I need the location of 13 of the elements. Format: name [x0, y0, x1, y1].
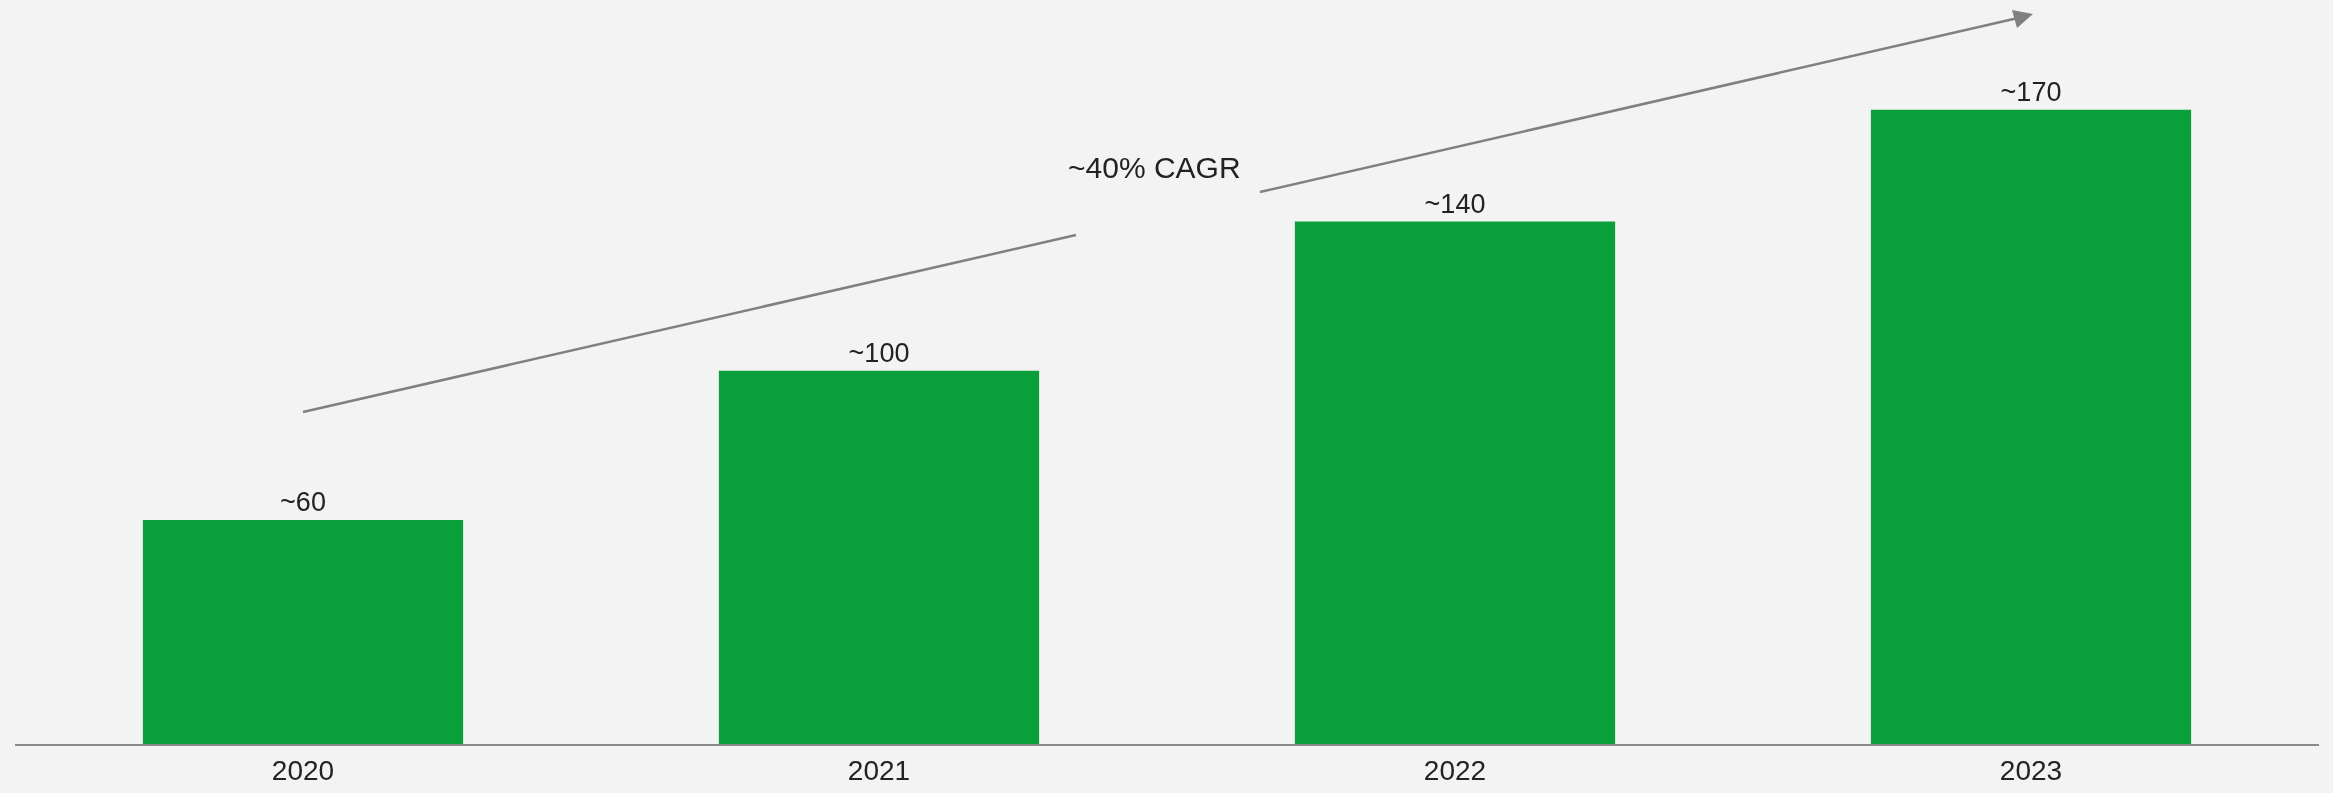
- bar: [718, 370, 1040, 744]
- x-tick-label: 2020: [271, 754, 335, 786]
- data-label: ~60: [280, 487, 326, 518]
- x-tick-label: 2022: [1423, 754, 1487, 786]
- data-label: ~100: [848, 337, 910, 368]
- data-label: ~170: [2000, 76, 2062, 107]
- bar: [1870, 109, 2192, 744]
- x-tick-label: 2021: [847, 754, 911, 786]
- bar: [142, 520, 464, 744]
- bar: [1294, 221, 1616, 744]
- x-tick-label: 2023: [1999, 754, 2063, 786]
- data-label: ~140: [1424, 188, 1486, 219]
- annotation: ~40% CAGR: [1068, 151, 1241, 184]
